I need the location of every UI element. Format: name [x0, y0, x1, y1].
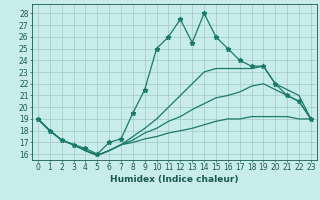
X-axis label: Humidex (Indice chaleur): Humidex (Indice chaleur) [110, 175, 239, 184]
